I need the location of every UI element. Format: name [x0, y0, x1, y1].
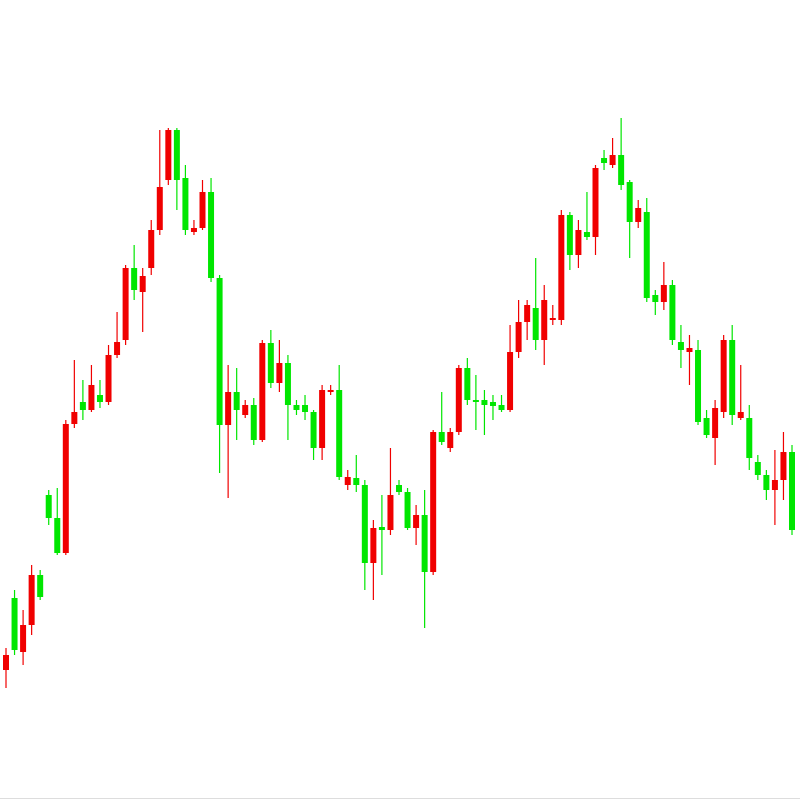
- candle-body: [430, 432, 437, 572]
- candle-body: [199, 192, 206, 228]
- candle-body: [319, 390, 326, 448]
- candle-body: [310, 412, 317, 448]
- candle-body: [122, 268, 129, 340]
- candle-body: [225, 392, 232, 425]
- candle-body: [532, 308, 539, 340]
- candle-body: [669, 285, 676, 340]
- candle-body: [618, 155, 625, 185]
- candle-body: [541, 300, 548, 340]
- candle-body: [267, 343, 274, 383]
- candle-body: [88, 385, 95, 410]
- candle-body: [413, 515, 420, 528]
- candle-body: [378, 527, 385, 530]
- candle-body: [233, 392, 240, 410]
- candle-body: [489, 402, 496, 406]
- candle-body: [583, 232, 590, 237]
- candle-body: [62, 424, 69, 553]
- candle-body: [259, 343, 266, 440]
- candle-body: [293, 405, 300, 410]
- candle-body: [182, 178, 189, 230]
- candle-body: [173, 130, 180, 180]
- candle-body: [421, 515, 428, 572]
- candle-body: [498, 405, 505, 410]
- candle-body: [37, 575, 44, 597]
- candle-body: [165, 130, 172, 180]
- candle-body: [481, 400, 488, 405]
- candle-body: [404, 492, 411, 528]
- candle-body: [3, 655, 9, 670]
- candle-body: [771, 480, 778, 490]
- candle-body: [327, 390, 334, 392]
- candle-body: [447, 432, 454, 448]
- candle-body: [20, 625, 27, 652]
- candle-body: [438, 432, 445, 442]
- candle-body: [353, 478, 360, 485]
- candle-body: [515, 322, 522, 352]
- candle-body: [156, 187, 163, 230]
- candle-body: [54, 518, 61, 553]
- candle-body: [643, 212, 650, 298]
- candle-body: [472, 400, 479, 402]
- candle-body: [114, 342, 121, 355]
- candle-body: [336, 390, 343, 477]
- candle-body: [45, 495, 52, 518]
- candle-body: [712, 408, 719, 438]
- candle-body: [703, 418, 710, 435]
- candle-body: [626, 182, 633, 222]
- candle-body: [242, 405, 249, 415]
- candle-body: [71, 412, 78, 424]
- candle-body: [601, 158, 608, 163]
- candle-body: [139, 276, 146, 292]
- candle-body: [677, 342, 684, 350]
- candle-body: [11, 598, 18, 650]
- candle-body: [250, 405, 257, 440]
- candle-body: [464, 368, 471, 400]
- candle-body: [396, 485, 402, 492]
- candle-body: [686, 348, 693, 352]
- candle-body: [609, 155, 616, 165]
- candle-body: [652, 295, 659, 302]
- candle-body: [302, 405, 309, 412]
- candle-body: [28, 575, 35, 625]
- candle-body: [507, 352, 514, 410]
- candle-body: [208, 192, 215, 278]
- candle-body: [387, 495, 394, 530]
- candle-body: [370, 528, 377, 563]
- candle-body: [284, 363, 291, 405]
- candle-body: [789, 452, 795, 530]
- candle-body: [558, 215, 565, 320]
- candle-body: [216, 278, 223, 425]
- candle-body: [79, 402, 86, 410]
- plot-area: [3, 118, 795, 688]
- candle-body: [746, 418, 753, 458]
- candle-body: [549, 318, 556, 320]
- candle-body: [455, 368, 462, 432]
- candle-body: [660, 285, 667, 302]
- candle-body: [763, 475, 770, 490]
- candle-body: [575, 230, 582, 255]
- candle-body: [737, 412, 744, 418]
- candle-body: [720, 340, 727, 412]
- candle-body: [190, 228, 197, 232]
- candle-body: [131, 268, 138, 290]
- candle-body: [635, 208, 642, 222]
- candle-body: [96, 395, 103, 402]
- candle-body: [695, 350, 702, 422]
- candle-body: [148, 230, 155, 268]
- candle-body: [361, 485, 368, 563]
- candle-body: [344, 477, 351, 485]
- candle-body: [780, 452, 787, 480]
- candle-body: [592, 168, 599, 237]
- candle-body: [566, 215, 573, 255]
- candle-body: [754, 462, 761, 475]
- candle-body: [105, 355, 112, 402]
- candle-body: [729, 340, 736, 415]
- candle-body: [276, 363, 283, 383]
- candle-body: [524, 305, 531, 322]
